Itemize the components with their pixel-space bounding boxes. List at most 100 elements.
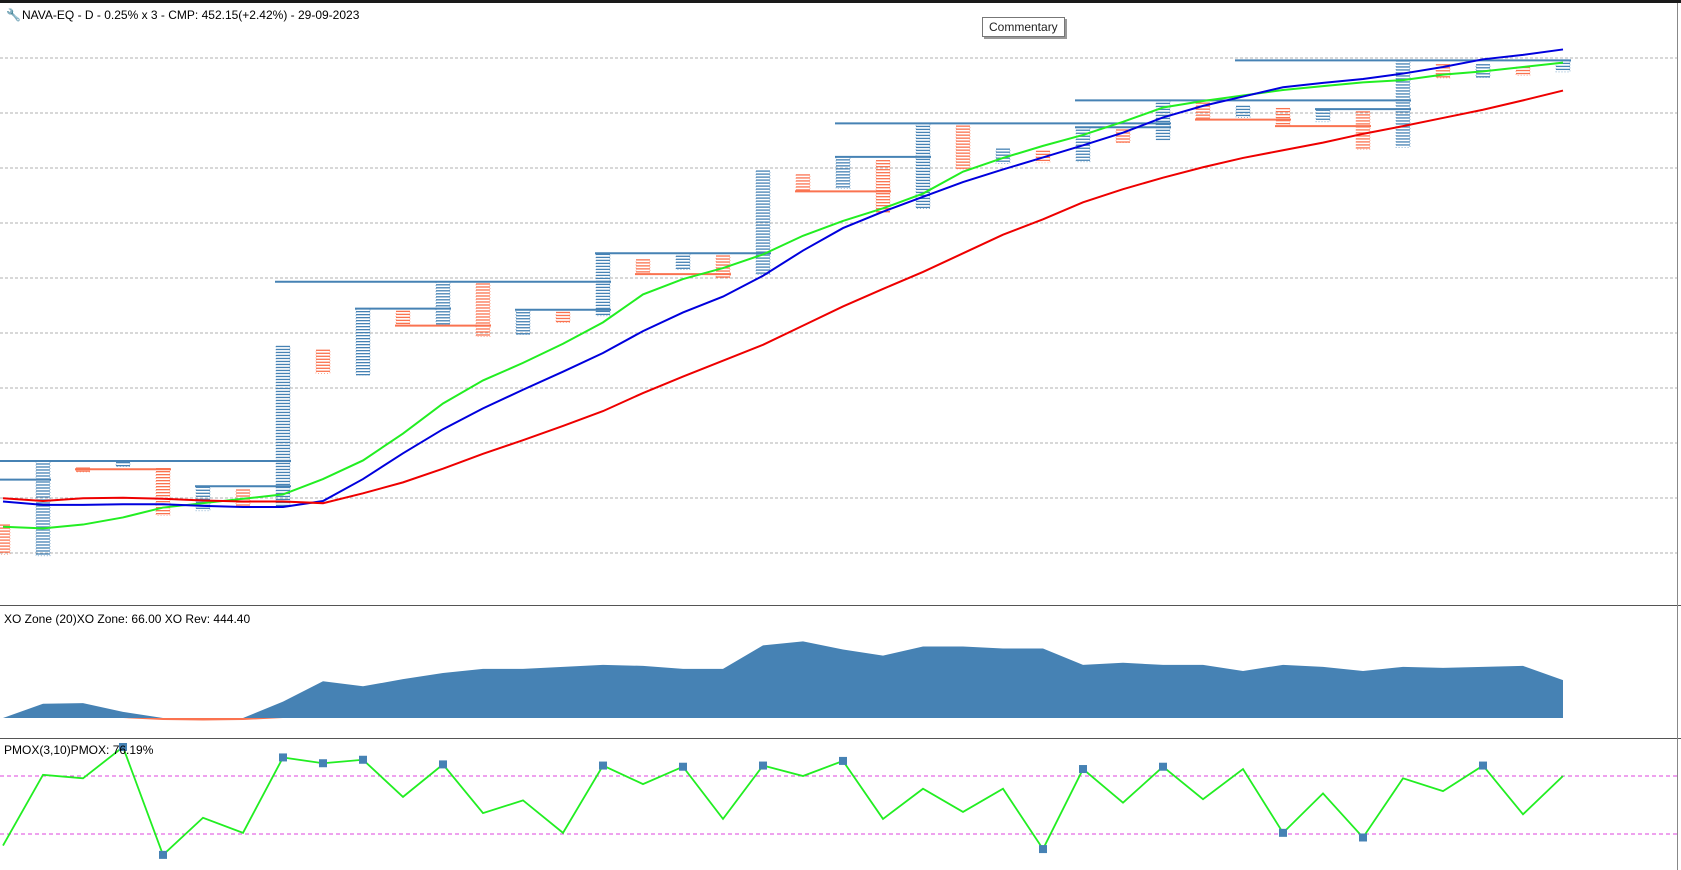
column-outline <box>675 252 691 271</box>
o-column <box>1515 66 1531 76</box>
xo-zone-positive-area <box>3 641 1563 718</box>
column-outline <box>115 462 131 467</box>
column-outline <box>835 156 851 189</box>
column-outline <box>715 255 731 279</box>
pmox-marker <box>1479 761 1487 770</box>
pmox-marker <box>119 743 127 751</box>
column-outline <box>755 170 771 275</box>
pmox-marker <box>159 850 167 859</box>
o-column <box>875 160 891 213</box>
column-outline <box>595 254 611 317</box>
xo-zone-panel[interactable]: XO Zone (20)XO Zone: 66.00 XO Rev: 444.4… <box>0 606 1681 739</box>
column-outline <box>1115 129 1131 143</box>
column-outline <box>1035 151 1051 164</box>
column-outline <box>555 312 571 323</box>
chart-title: NAVA-EQ - D - 0.25% x 3 - CMP: 452.15(+2… <box>22 8 360 22</box>
column-outline <box>1355 111 1371 150</box>
column-outline <box>1435 64 1451 79</box>
pmox-title: PMOX(3,10)PMOX: 76.19% <box>4 743 154 757</box>
pmox-marker <box>759 761 767 770</box>
pmox-marker <box>319 759 327 768</box>
right-panel-border <box>1677 3 1678 870</box>
column-outline <box>0 524 11 555</box>
column-outline <box>155 468 171 516</box>
o-column <box>315 349 331 374</box>
x-column <box>195 486 211 512</box>
pmox-marker <box>439 760 447 769</box>
xo-zone-chart-svg <box>3 641 1563 721</box>
o-column <box>955 125 971 170</box>
x-column <box>435 281 451 325</box>
column-outline <box>1555 60 1571 73</box>
x-column <box>35 460 51 557</box>
x-column <box>1395 60 1411 148</box>
pmox-marker <box>1279 828 1287 837</box>
o-column <box>1275 107 1291 127</box>
o-column <box>555 311 571 323</box>
pmox-marker <box>1079 765 1087 774</box>
column-outline <box>275 346 291 506</box>
moving-average-mid <box>2 48 1564 509</box>
commentary-button[interactable]: Commentary <box>982 17 1065 37</box>
column-outline <box>1155 100 1171 140</box>
moving-average-fast <box>2 61 1564 530</box>
wrench-icon[interactable]: 🔧 <box>6 8 21 22</box>
o-column <box>795 174 811 192</box>
column-outline <box>395 311 411 326</box>
pmox-line <box>2 745 1564 857</box>
x-column <box>1235 105 1251 118</box>
x-column <box>595 253 611 317</box>
column-outline <box>315 349 331 374</box>
column-outline <box>435 281 451 325</box>
moving-average-slow <box>2 89 1564 505</box>
o-column <box>0 524 11 555</box>
x-column <box>1555 59 1571 73</box>
x-column <box>1075 126 1091 163</box>
window-top-border <box>0 0 1681 3</box>
x-column <box>515 309 531 335</box>
o-column <box>395 310 411 326</box>
pnf-price-panel[interactable]: 🔧 NAVA-EQ - D - 0.25% x 3 - CMP: 452.15(… <box>0 3 1681 606</box>
column-outline <box>515 309 531 335</box>
column-outline <box>195 486 211 512</box>
o-column <box>1355 111 1371 150</box>
column-outline <box>915 123 931 209</box>
column-outline <box>795 174 811 192</box>
pmox-marker <box>679 762 687 771</box>
pmox-chart-svg <box>0 743 1677 859</box>
column-outline <box>355 308 371 376</box>
o-column <box>715 255 731 279</box>
column-outline <box>475 283 491 337</box>
pmox-panel[interactable]: PMOX(3,10)PMOX: 76.19% <box>0 739 1681 870</box>
pmox-marker <box>599 761 607 770</box>
column-outline <box>1475 64 1491 78</box>
pmox-marker <box>1159 762 1167 771</box>
column-outline <box>1235 106 1251 118</box>
pmox-marker <box>359 755 367 764</box>
column-outline <box>1315 109 1331 123</box>
x-column <box>355 307 371 376</box>
pmox-marker <box>1359 833 1367 842</box>
pmox-marker <box>1039 845 1047 854</box>
o-column <box>475 283 491 337</box>
xo-zone-title: XO Zone (20)XO Zone: 66.00 XO Rev: 444.4… <box>4 612 251 626</box>
column-outline <box>1275 108 1291 127</box>
column-outline <box>1195 102 1211 120</box>
column-outline <box>955 125 971 170</box>
column-outline <box>1075 126 1091 163</box>
x-column <box>1315 109 1331 123</box>
x-column <box>115 461 131 467</box>
o-column <box>75 467 91 473</box>
pmox-marker <box>839 756 847 765</box>
pmox-marker <box>279 753 287 762</box>
column-outline <box>635 259 651 275</box>
x-column <box>675 252 691 271</box>
xo-zone-negative-area <box>3 718 1563 721</box>
column-outline <box>235 489 251 508</box>
column-outline <box>35 460 51 557</box>
o-column <box>635 259 651 275</box>
column-outline <box>75 467 91 473</box>
x-column <box>275 345 291 507</box>
x-column <box>835 156 851 189</box>
pnf-chart-svg <box>0 48 1677 557</box>
